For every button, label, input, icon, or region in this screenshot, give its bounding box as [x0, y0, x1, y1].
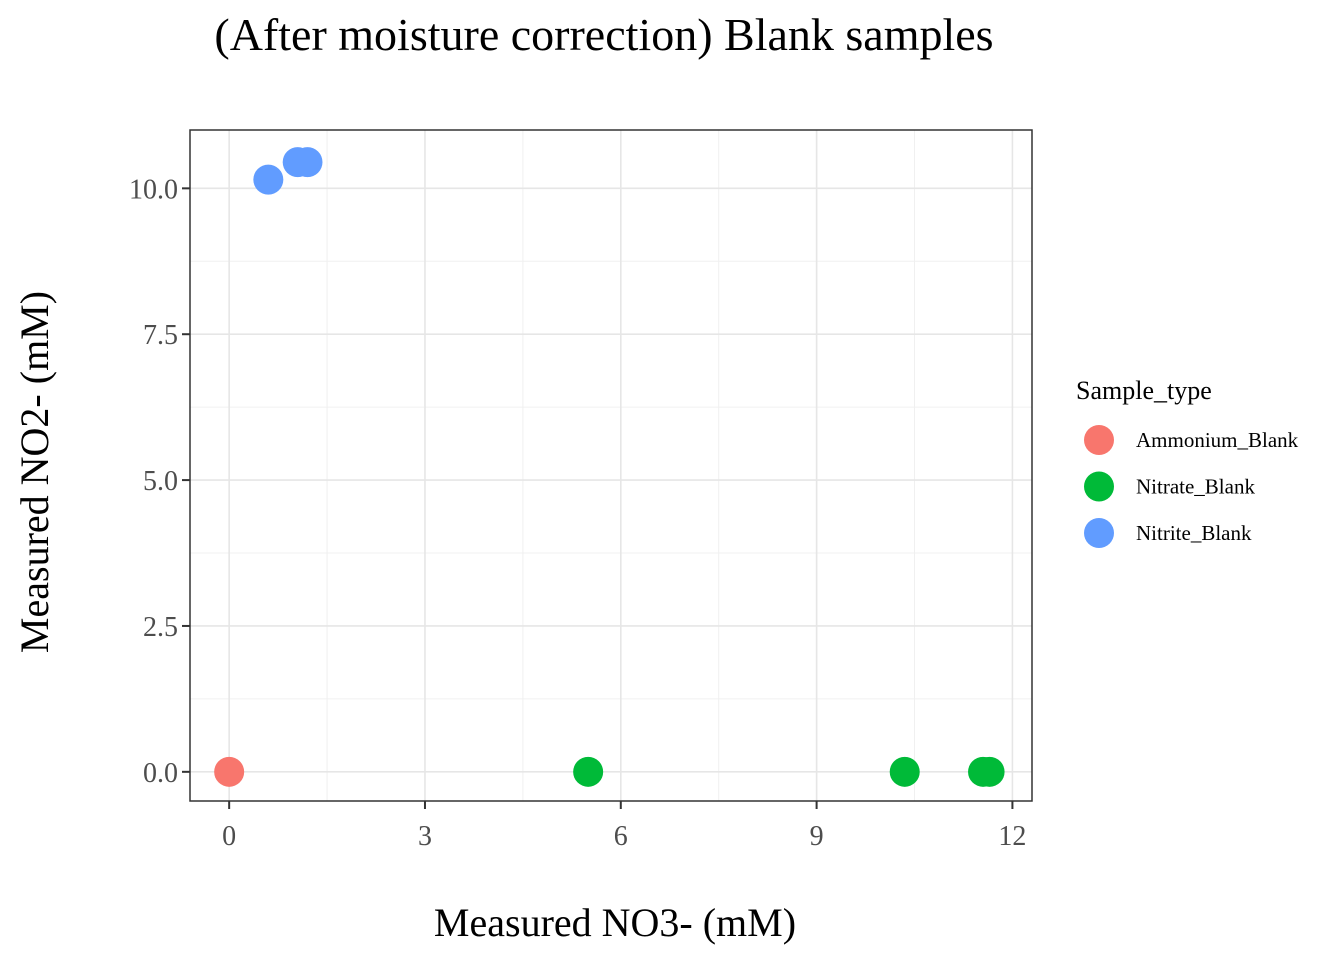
legend-label-ammonium-blank: Ammonium_Blank — [1136, 428, 1299, 452]
point-nitrite-blank — [253, 164, 284, 195]
data-points — [214, 147, 1005, 787]
legend-label-nitrite-blank: Nitrite_Blank — [1136, 521, 1252, 545]
legend-key-ammonium-blank — [1084, 425, 1114, 455]
legend-key-nitrite-blank — [1084, 518, 1114, 548]
legend-label-nitrate-blank: Nitrate_Blank — [1136, 475, 1255, 499]
y-tick-label: 5.0 — [143, 466, 178, 497]
x-tick-label: 12 — [998, 821, 1026, 852]
y-axis-title: Measured NO2- (mM) — [12, 291, 57, 653]
plot-area: 0 3 6 9 12 0.0 2.5 5.0 7.5 10.0 — [129, 129, 1033, 852]
y-axis-ticks: 0.0 2.5 5.0 7.5 10.0 — [129, 174, 190, 789]
point-nitrate-blank — [974, 756, 1005, 787]
legend-key-nitrate-blank — [1084, 471, 1114, 502]
y-tick-label: 10.0 — [129, 174, 178, 205]
legend: Sample_type Ammonium_Blank Nitrate_Blank N… — [1076, 376, 1299, 548]
chart-title: (After moisture correction) Blank sample… — [214, 9, 993, 60]
x-tick-label: 6 — [614, 821, 628, 852]
x-tick-label: 0 — [222, 821, 236, 852]
point-nitrate-blank — [573, 756, 604, 787]
y-tick-label: 0.0 — [143, 758, 178, 789]
point-nitrite-blank — [292, 147, 323, 178]
y-tick-label: 7.5 — [143, 320, 178, 351]
x-tick-label: 3 — [418, 821, 432, 852]
x-axis-title: Measured NO3- (mM) — [434, 900, 796, 945]
plot-border — [189, 129, 1033, 802]
legend-title: Sample_type — [1076, 376, 1212, 405]
plot-panel — [190, 130, 1032, 801]
point-nitrate-blank — [889, 756, 920, 787]
point-ammonium-blank — [214, 756, 245, 787]
legend-items: Ammonium_Blank Nitrate_Blank Nitrite_Blank — [1084, 425, 1299, 548]
x-tick-label: 9 — [810, 821, 824, 852]
x-axis-ticks: 0 3 6 9 12 — [222, 801, 1026, 852]
y-tick-label: 2.5 — [143, 612, 178, 643]
